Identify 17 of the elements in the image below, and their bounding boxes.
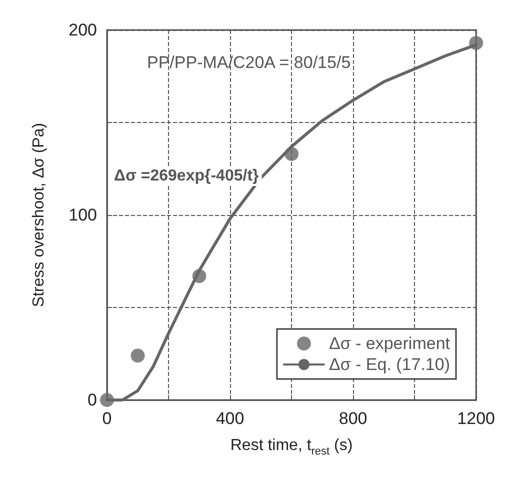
point [469, 36, 484, 50]
annotation: Δσ =269exp{-405/t} [114, 168, 259, 184]
x-tick-label: 400 [216, 409, 244, 428]
x-tick-label: 1200 [457, 409, 496, 428]
point [130, 348, 145, 363]
y-tick-label: 0 [88, 390, 97, 410]
point [284, 146, 299, 161]
point [100, 393, 114, 407]
x-tick-label: 800 [338, 409, 368, 428]
legend-label: Δσ - Eq. (17.10) [328, 355, 450, 374]
point [192, 269, 206, 284]
y-tick-label: 100 [68, 206, 97, 224]
y-tick-label: 200 [68, 20, 97, 40]
annotation: PP/PP-MA/C20A = 80/15/5 [147, 53, 351, 72]
legend-label: Δσ - experiment [328, 334, 450, 353]
y-axis-title: Stress overshoot, Δσ (Pa) [30, 122, 48, 308]
x-tick-label: 0 [102, 409, 112, 428]
